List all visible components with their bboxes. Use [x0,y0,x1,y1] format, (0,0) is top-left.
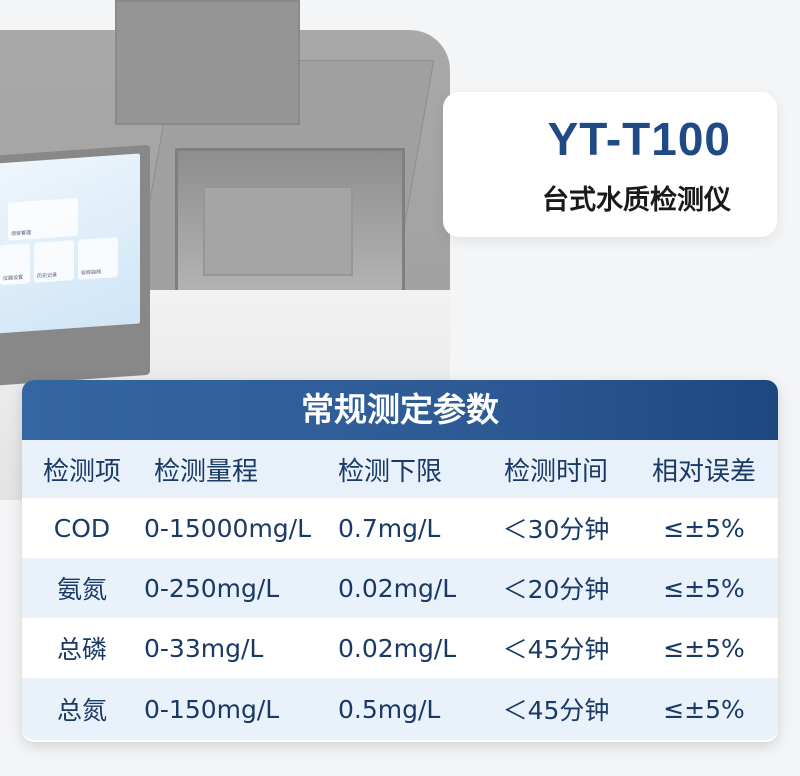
cell: ≤±5% [663,573,745,603]
cell: 0.02mg/L [338,573,457,603]
screen-tile: 历史记录 [34,240,74,283]
cell: 0.5mg/L [338,694,441,724]
cell: ＜45分钟 [502,635,610,664]
cell: ＜20分钟 [502,575,610,604]
parameter-table: 常规测定参数 检测项 检测量程 检测下限 检测时间 相对误差 COD 0-150… [22,380,778,742]
device-screen-frame: 项目管理 仪器设置 历史记录 标样曲线 [0,144,150,386]
cell: 氨氮 [56,575,107,604]
product-model: YT-T100 [547,113,731,165]
title-card: YT-T100 台式水质检测仪 [443,92,777,237]
column-header: 检测项 [42,456,121,487]
sample-chamber-inner [203,186,353,276]
cell: ＜30分钟 [502,515,610,544]
column-header: 相对误差 [651,456,756,487]
table-row: COD 0-15000mg/L 0.7mg/L ＜30分钟 ≤±5% [22,498,778,558]
cell: COD [53,513,111,543]
device-lid [115,0,300,125]
column-header: 检测下限 [338,456,443,487]
cell: 0-250mg/L [144,573,280,603]
cell: 总氮 [56,696,107,725]
cell: 0-150mg/L [144,694,280,724]
column-header: 检测量程 [154,456,259,487]
cell: ＜45分钟 [502,696,610,725]
screen-tile: 项目管理 [8,197,78,241]
cell: ≤±5% [663,633,745,663]
sample-chamber [175,148,405,298]
table-title: 常规测定参数 [22,380,778,440]
cell: ≤±5% [663,513,745,543]
table-row: 总磷 0-33mg/L 0.02mg/L ＜45分钟 ≤±5% [22,618,778,678]
table-row: 氨氮 0-250mg/L 0.02mg/L ＜20分钟 ≤±5% [22,558,778,618]
table-header-row: 检测项 检测量程 检测下限 检测时间 相对误差 [22,440,778,498]
screen-tile: 标样曲线 [78,236,118,280]
cell: ≤±5% [663,694,745,724]
cell: 0.7mg/L [338,513,441,543]
cell: 0-33mg/L [144,633,264,663]
cell: 0.02mg/L [338,633,457,663]
cell: 0-15000mg/L [144,513,312,543]
device-screen: 项目管理 仪器设置 历史记录 标样曲线 [0,153,140,334]
cell: 总磷 [56,635,107,664]
product-name: 台式水质检测仪 [542,185,731,216]
column-header: 检测时间 [503,456,608,487]
screen-tile: 仪器设置 [0,243,30,286]
table-row: 总氮 0-150mg/L 0.5mg/L ＜45分钟 ≤±5% [22,678,778,740]
